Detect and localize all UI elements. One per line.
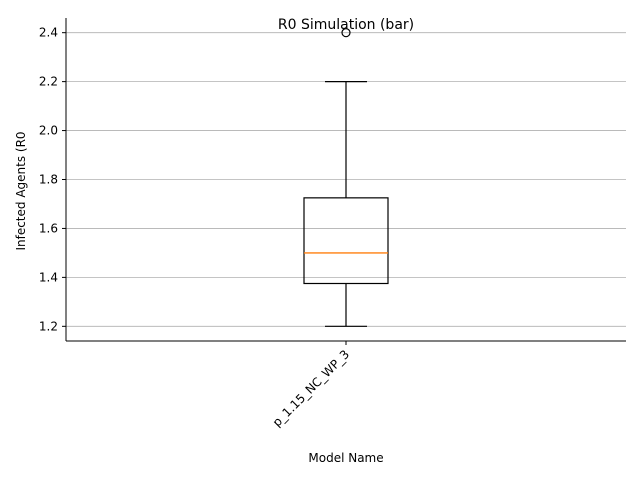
y-tick-label: 2.0 — [39, 124, 58, 138]
y-tick-label: 1.8 — [39, 173, 58, 187]
x-tick-label: p_1.15_NC_WP_3 — [270, 347, 352, 429]
y-tick-label: 1.6 — [39, 221, 58, 235]
x-axis-label: Model Name — [308, 451, 383, 465]
y-ticks: 1.2 1.4 1.6 1.8 2.0 2.2 2.4 — [39, 26, 66, 333]
boxes-layer — [303, 28, 389, 327]
x-ticks: p_1.15_NC_WP_3 — [270, 341, 352, 430]
outlier-point — [341, 28, 351, 38]
iqr-box — [303, 197, 389, 285]
chart-title: R0 Simulation (bar) — [278, 17, 414, 33]
y-tick-label: 2.2 — [39, 75, 58, 89]
y-tick-label: 1.4 — [39, 270, 58, 284]
y-tick-label: 1.2 — [39, 319, 58, 333]
y-tick-label: 2.4 — [39, 26, 58, 40]
y-axis-label: Infected Agents (R0 — [14, 131, 28, 250]
